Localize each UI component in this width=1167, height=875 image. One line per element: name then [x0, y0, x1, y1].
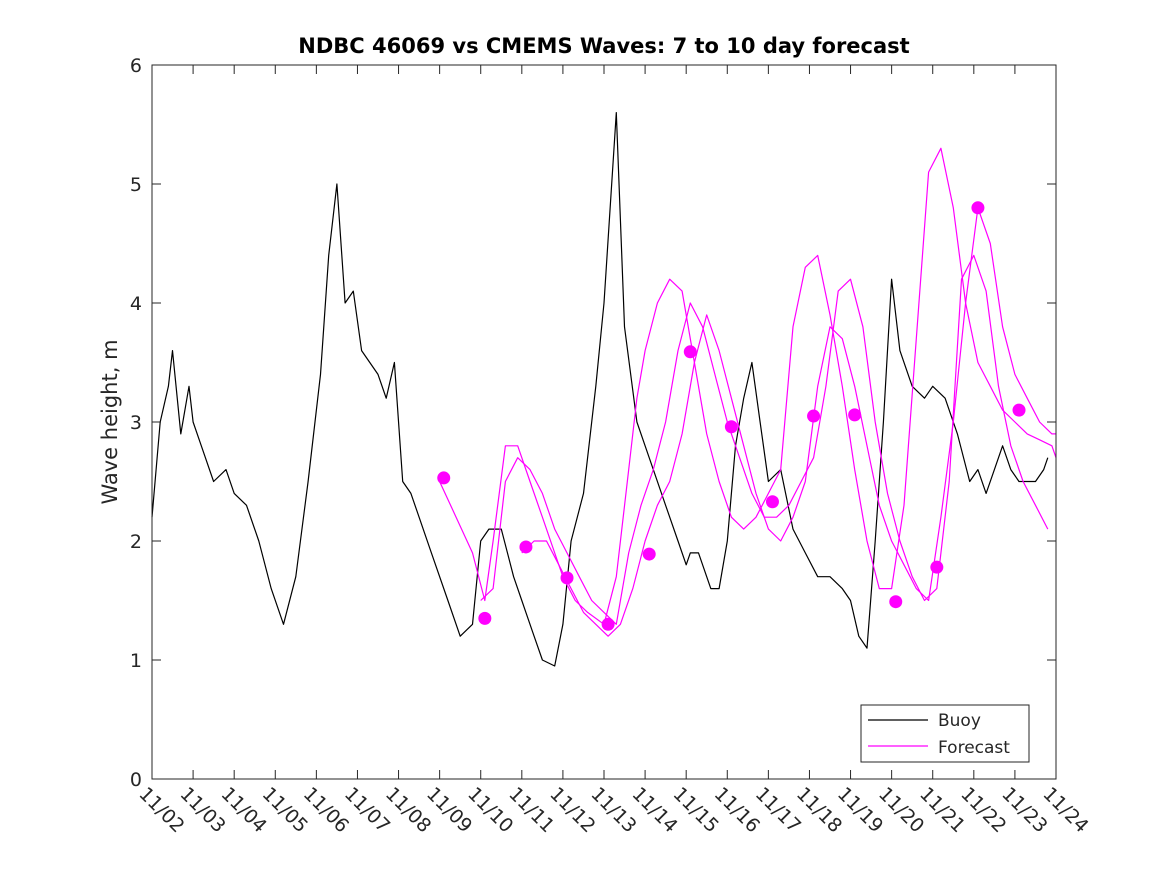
forecast-marker [437, 471, 451, 485]
forecast-marker [519, 540, 533, 554]
forecast-marker [478, 611, 492, 625]
series-layer [151, 111, 1057, 667]
forecast-marker [889, 595, 903, 609]
forecast-marker [765, 495, 779, 509]
forecast-marker [848, 408, 862, 422]
legend-buoy-label: Buoy [938, 711, 981, 731]
legend-forecast-label: Forecast [938, 738, 1010, 758]
forecast-marker [807, 409, 821, 423]
y-tick-label: 4 [130, 293, 142, 315]
legend: Buoy Forecast [860, 704, 1030, 763]
legend-box [860, 704, 1030, 763]
buoy-series-line [151, 111, 1049, 667]
marker-layer [437, 201, 1026, 631]
forecast-marker [601, 617, 615, 631]
plot-area [152, 65, 1056, 779]
y-tick-label: 5 [130, 174, 142, 196]
forecast-marker [683, 345, 697, 359]
y-tick-label: 3 [130, 412, 142, 434]
forecast-marker [560, 571, 574, 585]
y-axis-label: Wave height, m [98, 339, 122, 504]
y-tick-label: 2 [130, 531, 142, 553]
forecast-marker [642, 547, 656, 561]
forecast-series-line-3 [521, 207, 1056, 637]
y-tick-label: 0 [130, 769, 142, 791]
forecast-marker [1012, 403, 1026, 417]
forecast-series-line-1 [439, 147, 1057, 625]
y-tick-label: 6 [130, 55, 142, 77]
y-axis: 0 1 2 3 4 5 6 [130, 55, 1056, 791]
chart-title: NDBC 46069 vs CMEMS Waves: 7 to 10 day f… [298, 34, 909, 58]
forecast-marker [724, 420, 738, 434]
forecast-marker [971, 201, 985, 215]
y-tick-label: 1 [130, 650, 142, 672]
forecast-marker [930, 560, 944, 574]
